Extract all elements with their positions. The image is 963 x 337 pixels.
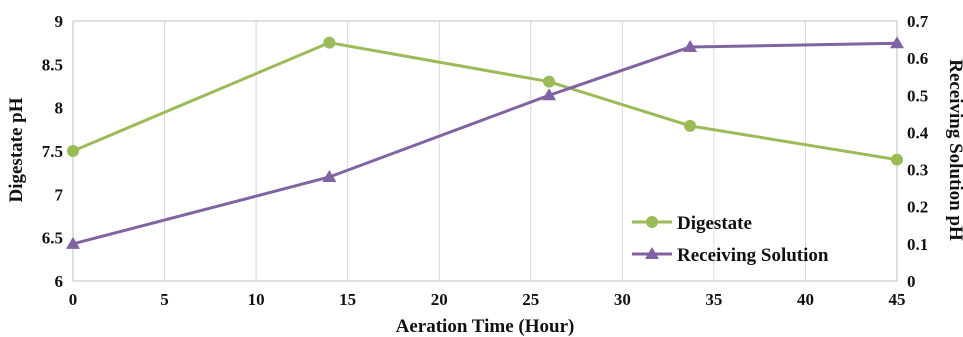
x-tick-label: 10 [248,290,265,309]
x-tick-label: 30 [614,290,631,309]
axes [72,20,898,282]
data-point-receiving-solution [890,36,904,49]
y-tick-label: 9 [55,12,64,31]
x-tick-label: 15 [339,290,356,309]
x-tick-label: 0 [69,290,78,309]
y2-tick-label: 0 [907,272,916,291]
data-point-receiving-solution [322,170,337,182]
y2-tick-label: 0.6 [907,49,928,68]
grid [72,21,898,281]
x-axis-title: Aeration Time (Hour) [396,316,575,337]
y-tick-label: 8.5 [42,55,63,74]
x-tick-label: 40 [797,290,814,309]
data-point-digestate [684,119,697,132]
y-axis-title: Digestate pH [6,97,27,202]
y-tick-label: 7.5 [42,142,63,161]
tick-labels: 0 5 10 15 20 25 30 35 40 45 6 6.5 7 7.5 8 8.5 9 0 0.1 0.2 0.… [42,12,929,309]
legend-digestate-marker [646,216,658,228]
y2-axis-title: Receiving Solution pH [945,59,963,241]
data-point-digestate [543,75,556,88]
legend-receiving-label: Receiving Solution [677,245,829,266]
legend-receiving-marker [645,247,659,259]
y2-tick-label: 0.1 [907,235,928,254]
legend-digestate-label: Digestate [677,213,752,234]
y-tick-label: 6 [55,272,64,291]
data-point-receiving-solution [542,88,557,101]
y-tick-label: 7 [55,185,64,204]
y2-tick-label: 0.4 [907,123,929,142]
series-line-digestate [72,41,898,162]
data-point-receiving-solution [66,236,80,249]
series-receiving-solution [66,36,904,249]
y-tick-label: 6.5 [42,229,63,248]
data-point-digestate [67,145,79,157]
y-tick-label: 8 [55,99,64,118]
series [66,36,904,249]
data-point-digestate [323,36,336,49]
series-digestate [67,36,903,166]
series-line-receiving-solution [72,41,898,246]
y2-tick-label: 0.2 [907,198,928,217]
data-point-receiving-solution [683,40,698,52]
data-point-digestate [891,153,903,166]
x-tick-label: 45 [889,290,906,309]
x-tick-label: 35 [705,290,722,309]
y2-tick-label: 0.7 [907,12,929,31]
y2-tick-label: 0.3 [907,161,928,180]
x-tick-label: 25 [522,290,539,309]
x-tick-label: 20 [431,290,448,309]
legend: Digestate Receiving Solution [632,213,829,266]
y2-tick-label: 0.5 [907,86,928,105]
x-tick-label: 5 [160,290,169,309]
